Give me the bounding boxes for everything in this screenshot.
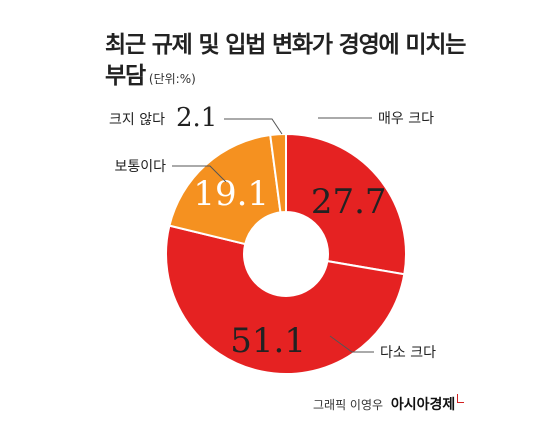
credit-text: 그래픽 이영우 xyxy=(313,398,384,412)
value-label-크지-않다: 2.1 xyxy=(176,103,217,133)
chart-title-line1: 최근 규제 및 입법 변화가 경영에 미치는 xyxy=(105,32,466,58)
category-label-다소-크다: 다소 크다 xyxy=(380,345,436,361)
category-label-매우-크다: 매우 크다 xyxy=(378,111,434,127)
chart-title-block: 최근 규제 및 입법 변화가 경영에 미치는 부담 (단위:%) xyxy=(105,30,485,95)
leader-line-보통이다 xyxy=(172,165,227,183)
value-label-다소-크다: 51.1 xyxy=(230,321,306,361)
value-label-매우-크다: 27.7 xyxy=(311,182,387,222)
brand-mark-icon xyxy=(457,394,465,403)
slice-보통이다 xyxy=(168,133,282,246)
leader-line-크지-않다 xyxy=(224,118,283,135)
credit: 그래픽 이영우 아시아경제 xyxy=(313,394,465,414)
chart-title-line2: 부담 xyxy=(105,63,146,89)
unit-label: (단위:%) xyxy=(148,72,196,86)
value-label-보통이다: 19.1 xyxy=(193,174,269,214)
slice-매우-크다 xyxy=(285,132,407,276)
category-label-보통이다: 보통이다 xyxy=(114,159,166,175)
category-label-크지-않다: 크지 않다 xyxy=(109,112,165,128)
brand-logo: 아시아경제 xyxy=(390,397,456,413)
leader-line-다소-크다 xyxy=(329,335,374,353)
chart-title: 최근 규제 및 입법 변화가 경영에 미치는 부담 (단위:%) xyxy=(105,30,485,95)
slice-다소-크다 xyxy=(165,224,406,375)
slice-크지-않다 xyxy=(269,132,287,214)
